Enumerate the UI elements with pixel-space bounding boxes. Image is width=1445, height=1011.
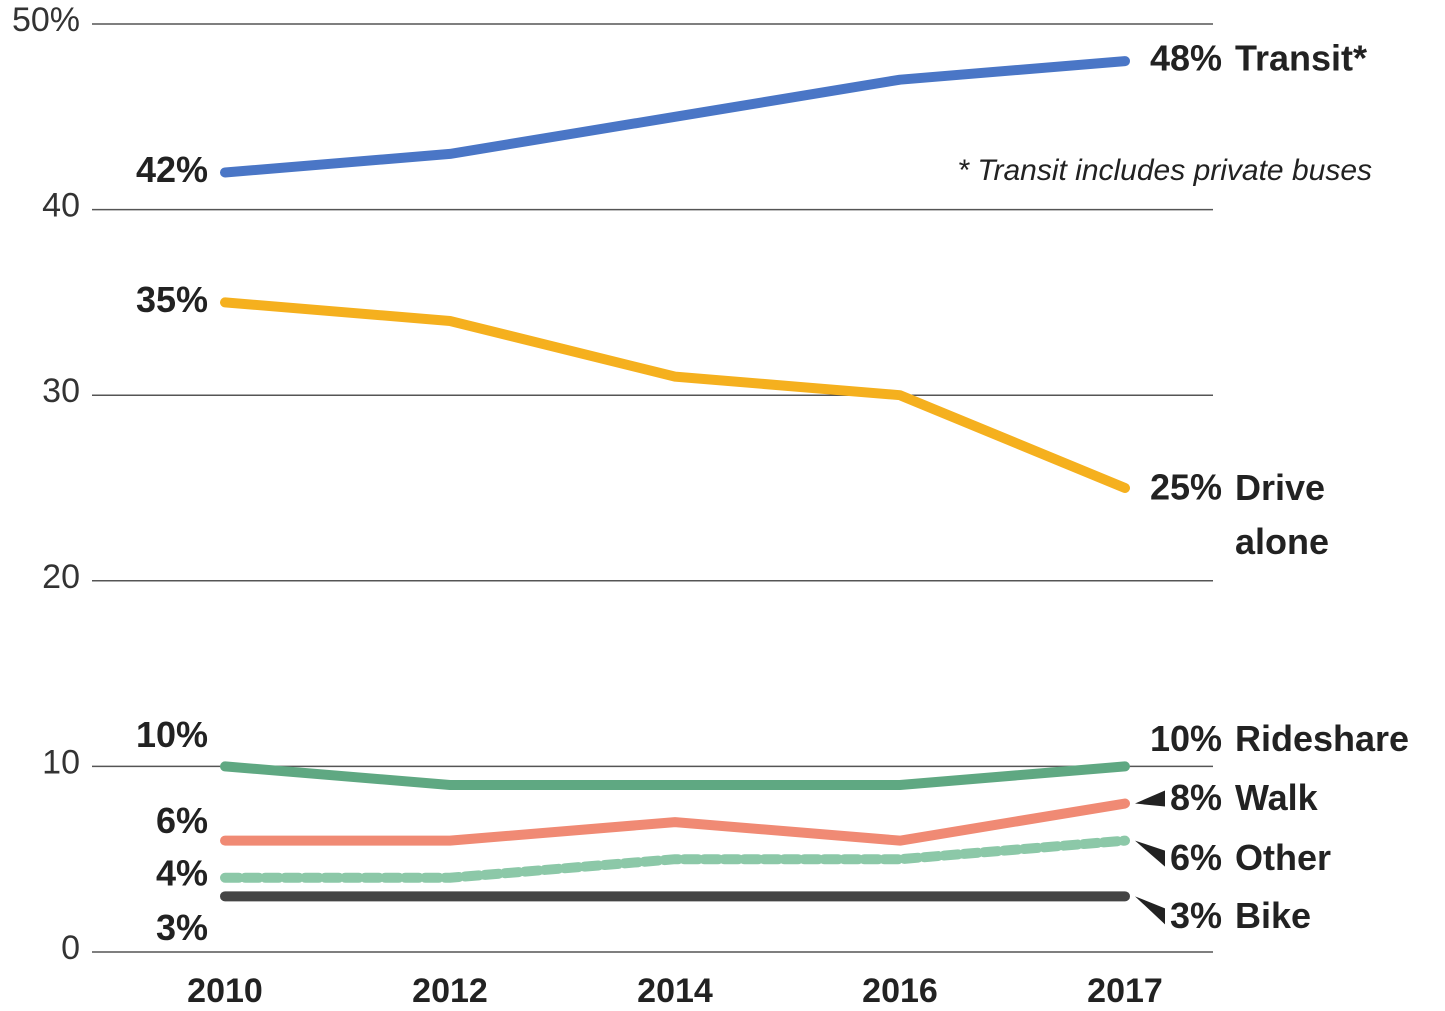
y-tick-label: 20 (42, 558, 80, 596)
series-line (220, 798, 1130, 846)
series-line (220, 761, 1130, 790)
y-tick-label: 0 (61, 929, 80, 967)
legend-label: Bike (1235, 895, 1311, 936)
label-pointer (1135, 840, 1165, 867)
data-label: 3% (156, 907, 208, 948)
data-label: 42% (136, 149, 208, 190)
label-pointer (1135, 896, 1165, 925)
y-tick-label: 50% (12, 1, 80, 39)
x-tick-label: 2014 (637, 972, 713, 1010)
data-label: 25% (1150, 467, 1222, 508)
data-label: 10% (136, 714, 208, 755)
data-label: 6% (1170, 837, 1222, 878)
series-line (220, 56, 1130, 178)
data-label: 6% (156, 800, 208, 841)
x-tick-label: 2016 (862, 972, 938, 1010)
y-tick-label: 40 (42, 187, 80, 225)
data-label: 35% (136, 279, 208, 320)
y-tick-label: 10 (42, 743, 80, 781)
series-line (220, 835, 1130, 883)
data-label: 10% (1150, 718, 1222, 759)
x-tick-label: 2010 (187, 972, 263, 1010)
y-tick-label: 30 (42, 372, 80, 410)
legend-label: Transit* (1235, 38, 1367, 79)
data-label: 8% (1170, 777, 1222, 818)
annotation: * Transit includes private buses (957, 154, 1372, 187)
data-label: 3% (1170, 895, 1222, 936)
x-tick-label: 2012 (412, 972, 488, 1010)
legend-label: Other (1235, 837, 1331, 878)
series-line (220, 297, 1130, 493)
legend-label: Drive alone (1235, 467, 1329, 562)
legend-label: Walk (1235, 777, 1319, 818)
legend-label: Rideshare (1235, 718, 1409, 759)
data-label: 4% (156, 852, 208, 893)
data-label: 48% (1150, 38, 1222, 79)
x-tick-label: 2017 (1087, 972, 1163, 1010)
label-pointer (1135, 790, 1165, 807)
